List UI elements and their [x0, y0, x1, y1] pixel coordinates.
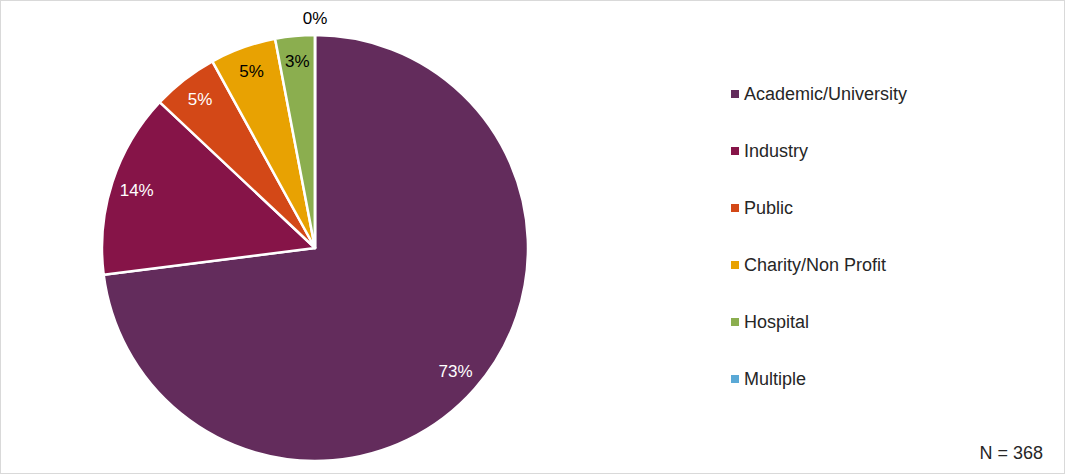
data-label: 0%	[303, 9, 328, 28]
legend-swatch	[731, 318, 739, 326]
chart: 73% 14% 5% 5% 3% 0% Academic/University Industr…	[0, 0, 1065, 474]
legend-label: Academic/University	[744, 84, 907, 104]
pie-slice	[275, 35, 315, 248]
data-label: 14%	[120, 181, 154, 200]
pie-slice	[314, 35, 317, 248]
legend-label: Hospital	[744, 312, 809, 332]
annotation: N = 368	[979, 443, 1043, 463]
legend-swatch	[731, 375, 739, 383]
legend: Academic/University Industry Public Charity…	[731, 84, 907, 389]
legend-label: Industry	[744, 141, 808, 161]
legend-swatch	[731, 204, 739, 212]
slices	[102, 35, 528, 461]
data-label: 5%	[188, 90, 213, 109]
legend-swatch	[731, 90, 739, 98]
data-label: 5%	[239, 62, 264, 81]
legend-label: Multiple	[744, 369, 806, 389]
legend-swatch	[731, 261, 739, 269]
chart-frame	[1, 1, 1065, 474]
data-labels: 73% 14% 5% 5% 3% 0%	[120, 9, 473, 382]
legend-label: Charity/Non Profit	[744, 255, 886, 275]
data-label: 73%	[439, 362, 473, 381]
legend-swatch	[731, 147, 739, 155]
data-label: 3%	[285, 52, 310, 71]
legend-label: Public	[744, 198, 793, 218]
